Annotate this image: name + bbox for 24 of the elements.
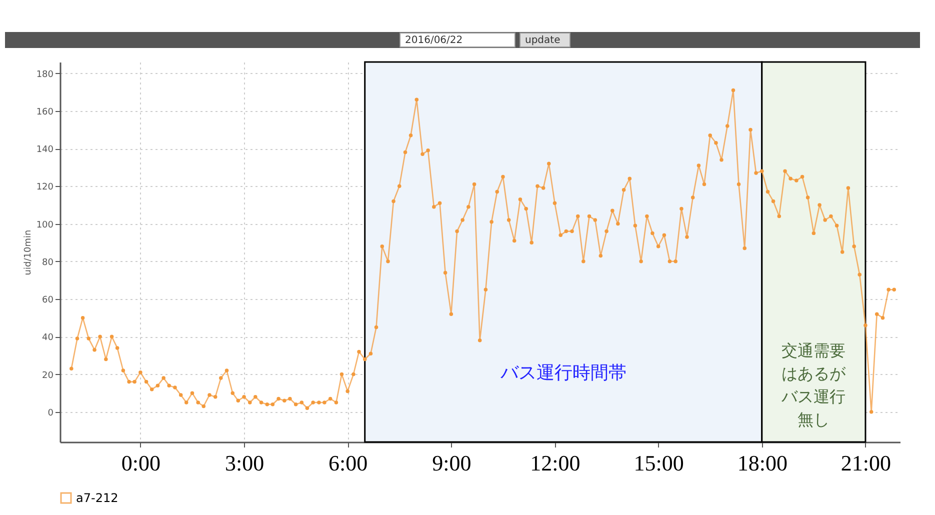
- y-tick-label: 140: [36, 145, 54, 156]
- text: update: [525, 35, 560, 46]
- y-tick-label: 100: [36, 220, 54, 230]
- y-tick-label: 60: [42, 296, 54, 306]
- text: 2016/06/22: [405, 35, 463, 46]
- band-label: 交通需要はあるがバス運行無し: [780, 342, 847, 429]
- legend-label: a7-212: [76, 491, 118, 505]
- y-tick-label: 80: [42, 258, 54, 268]
- y-tick-label: 160: [36, 107, 54, 118]
- x-tick-label: 18:00: [737, 450, 788, 476]
- band-label: バス運行時間帯: [499, 362, 626, 383]
- y-tick-label: 0: [48, 408, 54, 418]
- y-tick-label: 40: [42, 333, 54, 344]
- y-tick-label: 120: [36, 182, 54, 193]
- y-axis-title: uid/10min: [23, 230, 34, 276]
- x-tick-label: 6:00: [328, 450, 368, 476]
- x-tick-label: 0:00: [121, 450, 161, 476]
- x-tick-label: 15:00: [634, 450, 684, 476]
- x-tick-label: 9:00: [432, 450, 472, 476]
- x-tick-label: 21:00: [840, 450, 892, 476]
- x-tick-label: 12:00: [530, 450, 580, 476]
- y-tick-label: 20: [42, 370, 54, 381]
- y-tick-label: 180: [36, 70, 54, 80]
- x-tick-label: 3:00: [224, 450, 264, 476]
